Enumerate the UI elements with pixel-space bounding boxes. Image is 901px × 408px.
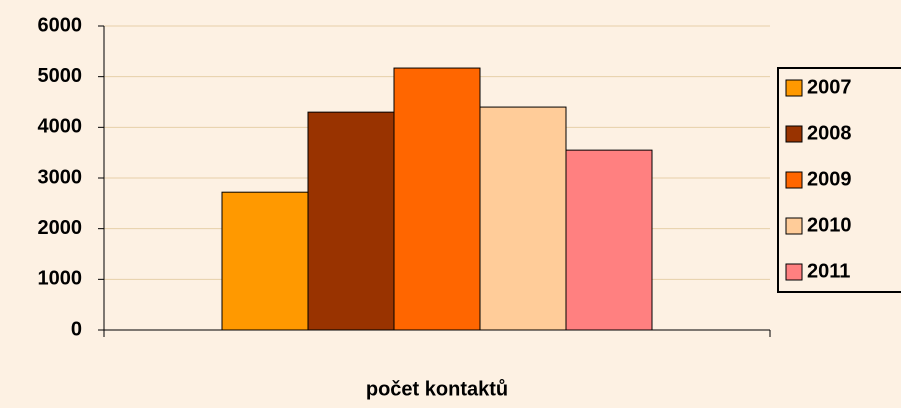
- legend-label: 2011: [807, 260, 850, 282]
- bar: [479, 106, 567, 331]
- legend-label: 2007: [807, 76, 852, 98]
- legend-label: 2008: [807, 122, 852, 144]
- y-tick-label: 3000: [38, 166, 83, 188]
- legend-swatch: [785, 79, 803, 97]
- y-tick-label: 2000: [38, 217, 83, 239]
- y-tick-label: 1000: [38, 268, 83, 290]
- bar: [565, 149, 653, 331]
- y-tick-label: 5000: [38, 65, 83, 87]
- legend-label: 2010: [807, 214, 852, 236]
- y-tick-label: 6000: [38, 14, 83, 36]
- y-tick-label: 4000: [38, 116, 83, 138]
- x-tick-label: počet kontaktů: [366, 378, 508, 400]
- legend-swatch: [785, 171, 803, 189]
- bar: [221, 191, 309, 331]
- legend-label: 2009: [807, 168, 852, 190]
- legend-swatch: [785, 263, 803, 281]
- legend-swatch: [785, 125, 803, 143]
- bar: [307, 111, 395, 331]
- bar: [393, 67, 481, 331]
- legend-swatch: [785, 217, 803, 235]
- y-tick-label: 0: [71, 318, 82, 340]
